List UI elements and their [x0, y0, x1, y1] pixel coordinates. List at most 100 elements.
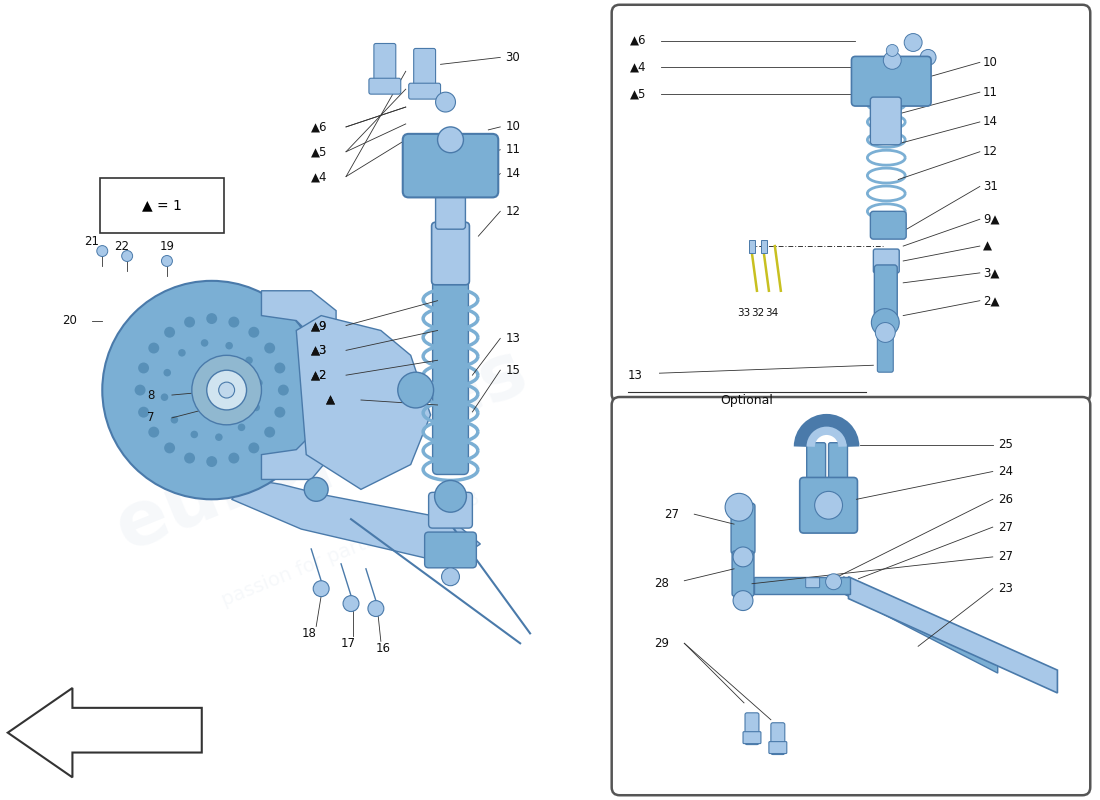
FancyBboxPatch shape [805, 578, 820, 588]
Text: 2▲: 2▲ [982, 294, 999, 307]
Text: 28: 28 [654, 578, 669, 590]
Text: 24: 24 [998, 465, 1013, 478]
Text: 15: 15 [505, 364, 520, 377]
Bar [749, 240, 755, 253]
FancyBboxPatch shape [771, 722, 784, 754]
Circle shape [264, 342, 275, 354]
Circle shape [367, 601, 384, 617]
Circle shape [164, 369, 170, 377]
FancyBboxPatch shape [436, 189, 465, 229]
FancyBboxPatch shape [870, 97, 901, 145]
Circle shape [226, 342, 233, 350]
Text: 14: 14 [982, 115, 998, 129]
Text: 23: 23 [998, 582, 1013, 595]
Circle shape [139, 362, 150, 374]
Text: 11: 11 [505, 143, 520, 156]
FancyBboxPatch shape [403, 134, 498, 198]
Circle shape [164, 442, 175, 454]
Circle shape [178, 349, 186, 357]
Text: ▲6: ▲6 [629, 34, 646, 47]
Text: 16: 16 [376, 642, 390, 654]
Text: ▲6: ▲6 [311, 121, 328, 134]
Circle shape [438, 127, 463, 153]
Circle shape [97, 246, 108, 257]
Circle shape [249, 326, 260, 338]
Polygon shape [848, 577, 1057, 693]
Circle shape [343, 596, 359, 611]
FancyBboxPatch shape [414, 49, 436, 94]
FancyBboxPatch shape [732, 503, 755, 554]
Circle shape [148, 342, 159, 354]
Circle shape [122, 250, 133, 262]
FancyBboxPatch shape [800, 478, 857, 533]
Circle shape [191, 355, 262, 425]
Circle shape [162, 255, 173, 266]
Text: 30: 30 [505, 51, 520, 64]
Text: 19: 19 [160, 239, 175, 253]
Circle shape [229, 317, 240, 327]
FancyBboxPatch shape [745, 713, 759, 745]
FancyBboxPatch shape [374, 43, 396, 89]
Circle shape [206, 313, 217, 324]
Circle shape [887, 45, 899, 57]
Text: ▲: ▲ [982, 239, 992, 253]
FancyBboxPatch shape [806, 442, 826, 486]
Polygon shape [8, 688, 201, 778]
Circle shape [876, 322, 895, 342]
FancyBboxPatch shape [742, 732, 761, 743]
Text: 11: 11 [982, 86, 998, 98]
FancyBboxPatch shape [432, 276, 469, 474]
Text: 12: 12 [982, 146, 998, 158]
Text: 10: 10 [505, 121, 520, 134]
FancyBboxPatch shape [874, 265, 898, 318]
Text: ▲2: ▲2 [311, 369, 328, 382]
Text: 32: 32 [751, 308, 764, 318]
Polygon shape [296, 315, 430, 490]
Text: europares: europares [104, 334, 538, 566]
FancyBboxPatch shape [100, 178, 223, 233]
FancyBboxPatch shape [368, 78, 400, 94]
FancyBboxPatch shape [878, 330, 893, 372]
Circle shape [314, 581, 329, 597]
Text: 14: 14 [505, 167, 520, 180]
Text: 3▲: 3▲ [982, 266, 999, 279]
FancyBboxPatch shape [612, 397, 1090, 795]
FancyBboxPatch shape [431, 222, 470, 285]
Circle shape [139, 406, 150, 418]
Circle shape [441, 534, 461, 554]
Circle shape [434, 481, 466, 512]
Circle shape [238, 423, 245, 431]
Text: ▲3: ▲3 [311, 344, 328, 357]
Text: Optional: Optional [720, 394, 773, 407]
Circle shape [274, 362, 285, 374]
Text: 21: 21 [85, 234, 99, 248]
Text: 26: 26 [998, 493, 1013, 506]
Circle shape [398, 372, 433, 408]
Text: ▲4: ▲4 [311, 170, 328, 183]
Text: 10: 10 [982, 56, 998, 69]
Text: 13: 13 [628, 369, 642, 382]
Text: 18: 18 [301, 627, 316, 640]
Text: 27: 27 [998, 521, 1013, 534]
Text: ▲2: ▲2 [311, 369, 328, 382]
Polygon shape [262, 290, 337, 479]
Circle shape [436, 92, 455, 112]
FancyBboxPatch shape [733, 551, 754, 597]
Circle shape [883, 51, 901, 70]
Circle shape [871, 309, 899, 337]
FancyBboxPatch shape [828, 442, 847, 486]
Circle shape [245, 357, 253, 364]
Text: ▲4: ▲4 [629, 61, 646, 74]
Text: 8: 8 [147, 389, 154, 402]
Text: ▲ = 1: ▲ = 1 [142, 198, 182, 212]
Circle shape [904, 34, 922, 51]
Circle shape [229, 453, 240, 463]
Circle shape [219, 382, 234, 398]
FancyBboxPatch shape [612, 5, 1090, 402]
Polygon shape [844, 577, 998, 673]
Circle shape [134, 385, 145, 395]
Text: 22: 22 [114, 239, 129, 253]
Text: ▲9: ▲9 [311, 319, 328, 332]
Text: 27: 27 [998, 550, 1013, 563]
Circle shape [249, 442, 260, 454]
